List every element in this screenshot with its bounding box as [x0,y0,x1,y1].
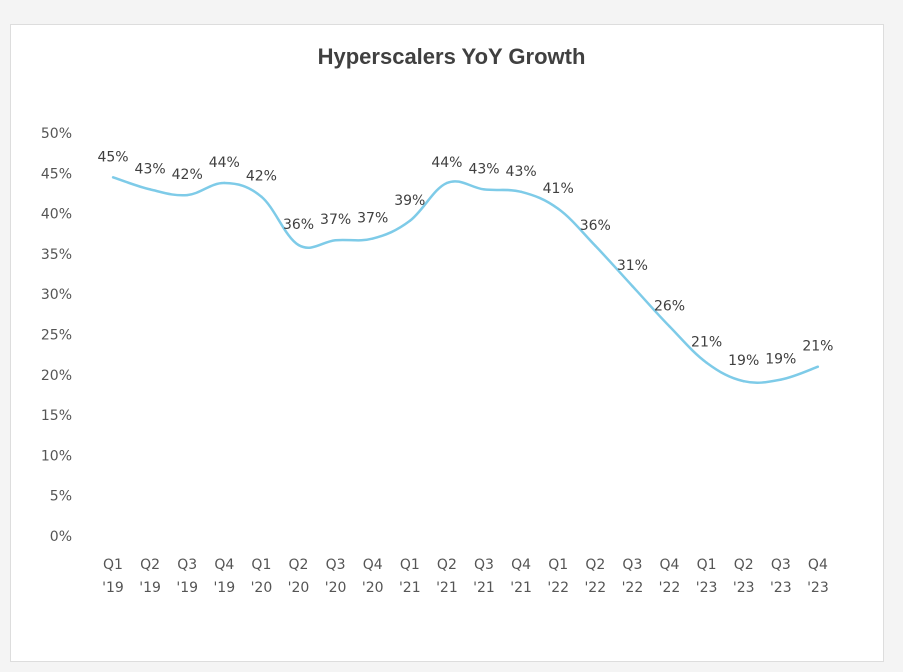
y-tick-label: 50% [41,126,72,142]
data-point [557,207,560,210]
y-tick-label: 40% [41,207,72,223]
data-point [111,176,115,179]
x-tick-label-year: '23 [733,580,755,596]
data-point [260,195,263,198]
data-point [816,365,820,368]
y-tick-label: 0% [50,529,72,545]
data-label: 21% [802,339,833,355]
x-tick-label-year: '20 [251,580,273,596]
data-point [631,284,634,288]
x-tick-label-quarter: Q3 [326,557,346,573]
x-tick-label-quarter: Q3 [177,557,197,573]
y-tick-label: 25% [41,328,72,344]
x-tick-label-quarter: Q4 [511,557,531,573]
data-label: 43% [506,164,537,180]
x-tick-label-quarter: Q4 [660,557,680,573]
data-point [779,378,782,381]
data-point [297,243,300,247]
x-tick-label-quarter: Q3 [622,557,642,573]
chart-title: Hyperscalers YoY Growth [317,44,586,69]
x-tick-label-quarter: Q2 [585,557,605,573]
data-label: 41% [543,181,574,197]
x-tick-label-quarter: Q4 [363,557,383,573]
data-label: 45% [97,149,128,165]
data-label: 43% [135,161,166,177]
data-point [705,361,708,364]
x-tick-label-quarter: Q4 [808,557,828,573]
data-point [519,190,523,194]
x-tick-label-quarter: Q4 [214,557,234,573]
data-label: 36% [283,217,314,233]
data-label: 44% [431,155,462,171]
x-tick-label-quarter: Q3 [474,557,494,573]
data-label: 19% [728,353,759,369]
x-tick-label-year: '23 [770,580,792,596]
x-tick-label-year: '20 [362,580,384,596]
data-point [408,219,411,223]
data-point [594,244,597,248]
x-tick-label-quarter: Q2 [289,557,309,573]
x-tick-label-quarter: Q1 [400,557,420,573]
x-tick-label-year: '21 [399,580,421,596]
data-point [742,380,745,383]
x-tick-label-year: '21 [436,580,458,596]
data-label: 43% [468,161,499,177]
x-tick-label-year: '22 [622,580,644,596]
data-point [186,193,189,197]
data-label: 44% [209,155,240,171]
chart-frame [10,24,884,662]
data-point [445,181,449,185]
data-label: 19% [765,352,796,368]
x-tick-label-quarter: Q1 [251,557,271,573]
series-line [112,176,819,384]
y-tick-label: 15% [41,408,72,424]
data-label: 42% [246,169,277,185]
y-tick-label: 10% [41,448,72,464]
data-point [482,188,486,191]
x-tick-label-year: '23 [696,580,718,596]
x-tick-label-year: '22 [584,580,606,596]
y-tick-label: 45% [41,166,72,182]
data-label: 37% [357,211,388,227]
data-point [223,181,226,185]
x-tick-label-year: '21 [473,580,495,596]
y-tick-label: 30% [41,287,72,303]
x-tick-label-year: '20 [288,580,310,596]
x-tick-label-quarter: Q2 [437,557,457,573]
x-tick-label-year: '22 [547,580,569,596]
data-label: 26% [654,298,685,314]
data-label: 31% [617,258,648,274]
data-label: 39% [394,193,425,209]
data-point [371,237,374,240]
y-tick-label: 20% [41,368,72,384]
x-tick-label-year: '21 [510,580,532,596]
x-tick-label-year: '23 [807,580,829,596]
x-tick-label-quarter: Q2 [734,557,754,573]
x-tick-label-quarter: Q2 [140,557,160,573]
data-label: 37% [320,212,351,228]
x-tick-label-quarter: Q3 [771,557,791,573]
data-point [334,238,337,242]
y-tick-label: 35% [41,247,72,263]
x-tick-label-year: '19 [213,580,235,596]
x-tick-label-year: '19 [176,580,198,596]
x-tick-label-year: '22 [659,580,681,596]
data-label: 21% [691,335,722,351]
x-tick-label-year: '19 [102,580,124,596]
y-tick-label: 5% [50,489,72,505]
data-point [148,188,152,191]
x-tick-label-year: '20 [325,580,347,596]
x-tick-label-quarter: Q1 [697,557,717,573]
data-label: 42% [172,167,203,183]
data-point [668,325,671,328]
data-label: 36% [580,218,611,234]
x-tick-label-year: '19 [139,580,161,596]
x-tick-label-quarter: Q1 [103,557,123,573]
x-tick-label-quarter: Q1 [548,557,568,573]
